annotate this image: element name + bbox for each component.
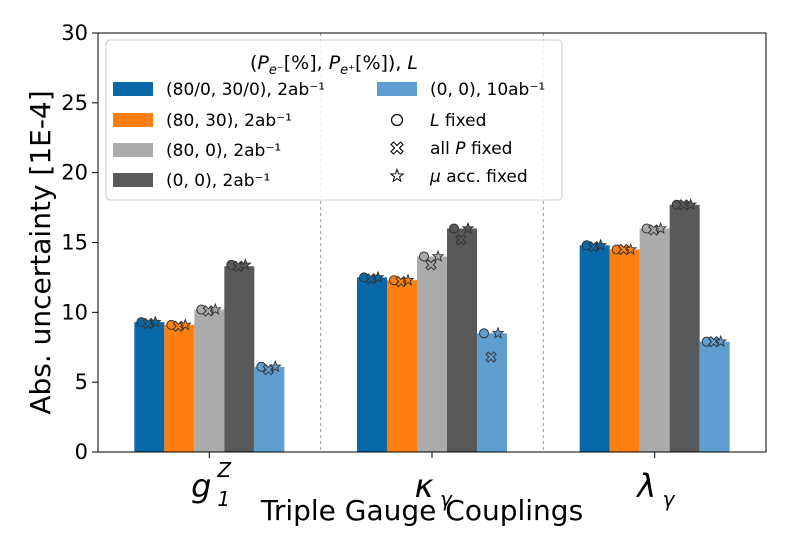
bar-lambda-4 (699, 341, 730, 452)
y-tick-label: 5 (75, 370, 88, 394)
marker-mu-fixed (148, 315, 162, 328)
bar-g1Z-0 (134, 322, 165, 452)
legend-label-1: (80, 30), 2ab⁻¹ (166, 111, 292, 131)
x-tick-label-base: g (191, 467, 211, 505)
x-axis-title: Triple Gauge Couplings (260, 494, 583, 527)
marker-allP-fixed (617, 243, 630, 256)
marker-allP-fixed (485, 351, 497, 363)
y-tick-label: 0 (75, 440, 88, 464)
x-tick-label-g1Z: g 1 Z (191, 458, 232, 511)
bar-kappa-3 (447, 228, 477, 452)
marker-L-fixed (419, 251, 429, 262)
legend-label-0: (80/0, 30/0), 2ab⁻¹ (166, 80, 325, 100)
x-tick-label-sub: γ (440, 487, 453, 511)
legend-swatch-0 (113, 82, 153, 96)
x-tick-label-sub: γ (663, 487, 676, 511)
marker-mu-fixed (371, 270, 385, 283)
y-tick-label: 30 (61, 21, 88, 45)
marker-L-fixed (449, 223, 459, 234)
marker-mu-fixed (238, 258, 252, 271)
legend-swatch-4 (377, 82, 417, 96)
x-tick-label-base: κ (415, 467, 434, 505)
bar-kappa-0 (357, 277, 387, 452)
bar-g1Z-2 (194, 309, 225, 452)
bar-lambda-0 (579, 245, 610, 452)
legend-frame (105, 39, 563, 201)
marker-mu-fixed (491, 326, 505, 339)
marker-mu-fixed (178, 318, 192, 331)
x-tick-label-sup: Z (216, 458, 232, 482)
legend-circle-icon (390, 113, 404, 127)
bar-lambda-1 (609, 249, 640, 452)
marker-mu-fixed (431, 249, 445, 262)
marker-mu-fixed (594, 238, 608, 251)
bar-kappa-2 (417, 256, 447, 452)
legend: (Pe⁻[%], Pe⁺[%]), L(80/0, 30/0), 2ab⁻¹ (8… (105, 39, 563, 201)
marker-allP-fixed (262, 363, 275, 376)
marker-mu-fixed (401, 273, 415, 286)
marker-mu-fixed (654, 221, 668, 235)
legend-marker-label-star: μ acc. fixed (429, 167, 528, 187)
y-tick-label: 25 (61, 91, 88, 115)
legend-label-2: (80, 0), 2ab⁻¹ (166, 141, 281, 161)
legend-swatch-3 (113, 173, 153, 187)
legend-swatch-2 (113, 143, 153, 157)
marker-allP-fixed (707, 335, 720, 348)
bar-g1Z-1 (164, 324, 195, 452)
bar-lambda-3 (669, 204, 700, 452)
legend-marker-label-cross: all P fixed (430, 139, 512, 159)
marker-L-fixed (479, 328, 489, 339)
y-tick-label: 20 (61, 161, 88, 185)
marker-allP-fixed (677, 199, 690, 211)
y-tick-label: 10 (61, 300, 88, 324)
x-tick-label-sub: 1 (217, 487, 230, 511)
legend-label-4: (0, 0), 10ab⁻¹ (430, 80, 545, 100)
marker-mu-fixed (684, 198, 698, 211)
bar-g1Z-4 (254, 366, 285, 452)
marker-allP-fixed (455, 233, 467, 246)
marker-mu-fixed (714, 334, 728, 348)
marker-mu-fixed (208, 302, 222, 316)
y-tick-label: 15 (61, 231, 88, 255)
bar-lambda-2 (639, 228, 670, 452)
bar-g1Z-3 (224, 266, 255, 452)
x-tick-label-base: λ (635, 467, 656, 505)
legend-marker-label-circle: L fixed (430, 111, 486, 131)
marker-mu-fixed (461, 221, 475, 235)
legend-cross-icon (390, 141, 404, 155)
legend-swatch-1 (113, 113, 153, 127)
bar-kappa-1 (387, 280, 417, 452)
marker-mu-fixed (268, 360, 282, 373)
marker-allP-fixed (425, 259, 437, 271)
legend-title: (Pe⁻[%], Pe⁺[%]), L (250, 52, 418, 78)
marker-mu-fixed (624, 242, 638, 255)
bar-kappa-4 (477, 333, 507, 452)
legend-star-icon (389, 168, 405, 183)
legend-label-3: (0, 0), 2ab⁻¹ (166, 171, 270, 191)
y-axis-title: Abs. uncertainty [1E-4] (24, 90, 57, 414)
